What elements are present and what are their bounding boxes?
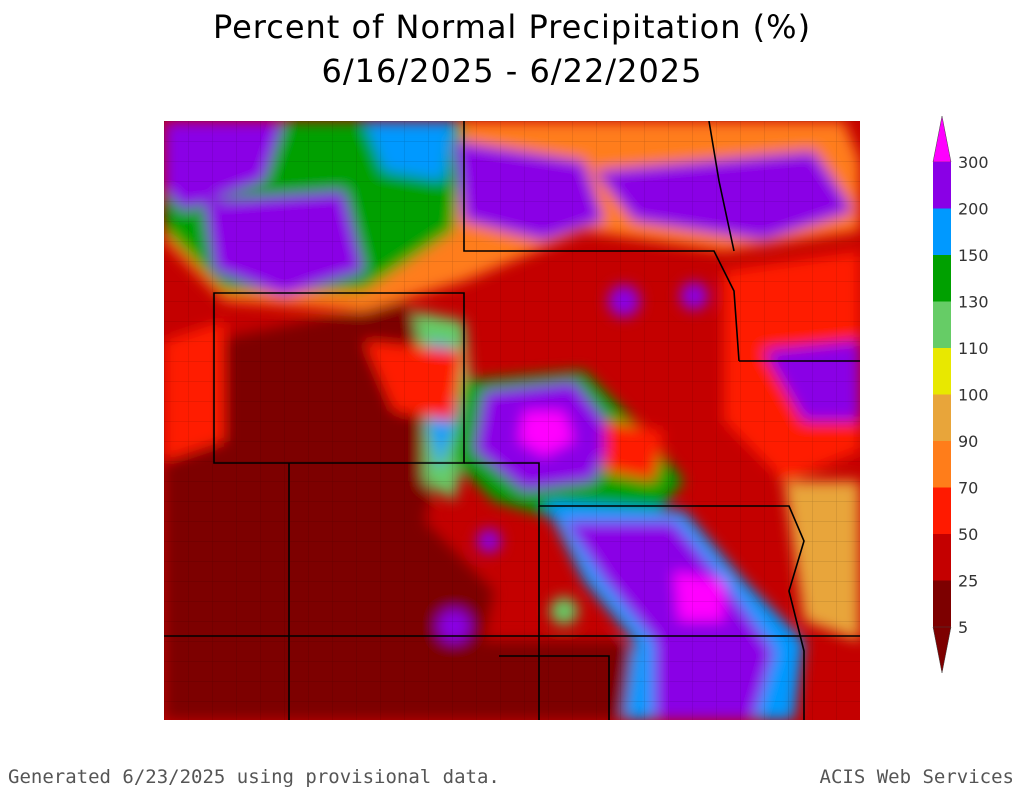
footer-generated-note: Generated 6/23/2025 using provisional da… — [8, 766, 500, 788]
legend-bottom-arrow — [932, 626, 952, 674]
state-boundaries — [164, 121, 860, 720]
footer-source: ACIS Web Services — [819, 766, 1014, 788]
legend-label: 70 — [958, 479, 978, 498]
map-title: Percent of Normal Precipitation (%) — [212, 8, 812, 46]
legend-label: 150 — [958, 246, 989, 265]
legend-top-arrow — [932, 116, 952, 163]
color-legend: 300 200 150 130 110 100 90 70 50 25 5 — [932, 116, 989, 674]
legend-label: 25 — [958, 572, 978, 591]
legend-label: 50 — [958, 525, 978, 544]
legend-color-bin — [933, 255, 951, 302]
legend-color-bin — [933, 534, 951, 581]
legend-color-bin — [933, 348, 951, 395]
legend-color-bin — [933, 441, 951, 488]
legend-color-bin — [933, 487, 951, 534]
legend-label: 110 — [958, 339, 989, 358]
legend-color-bin — [933, 394, 951, 441]
legend-color-bin — [933, 580, 951, 627]
precipitation-map — [164, 121, 860, 720]
legend-label: 130 — [958, 293, 989, 312]
legend-label: 5 — [958, 618, 968, 637]
precip-field — [164, 121, 860, 720]
map-date-range: 6/16/2025 - 6/22/2025 — [321, 52, 703, 90]
legend-color-bin — [933, 162, 951, 209]
legend-label: 300 — [958, 153, 989, 172]
legend-color-bin — [933, 301, 951, 348]
legend-color-bin — [933, 208, 951, 255]
legend-label: 200 — [958, 200, 989, 219]
legend-label: 100 — [958, 386, 989, 405]
legend-label: 90 — [958, 432, 978, 451]
